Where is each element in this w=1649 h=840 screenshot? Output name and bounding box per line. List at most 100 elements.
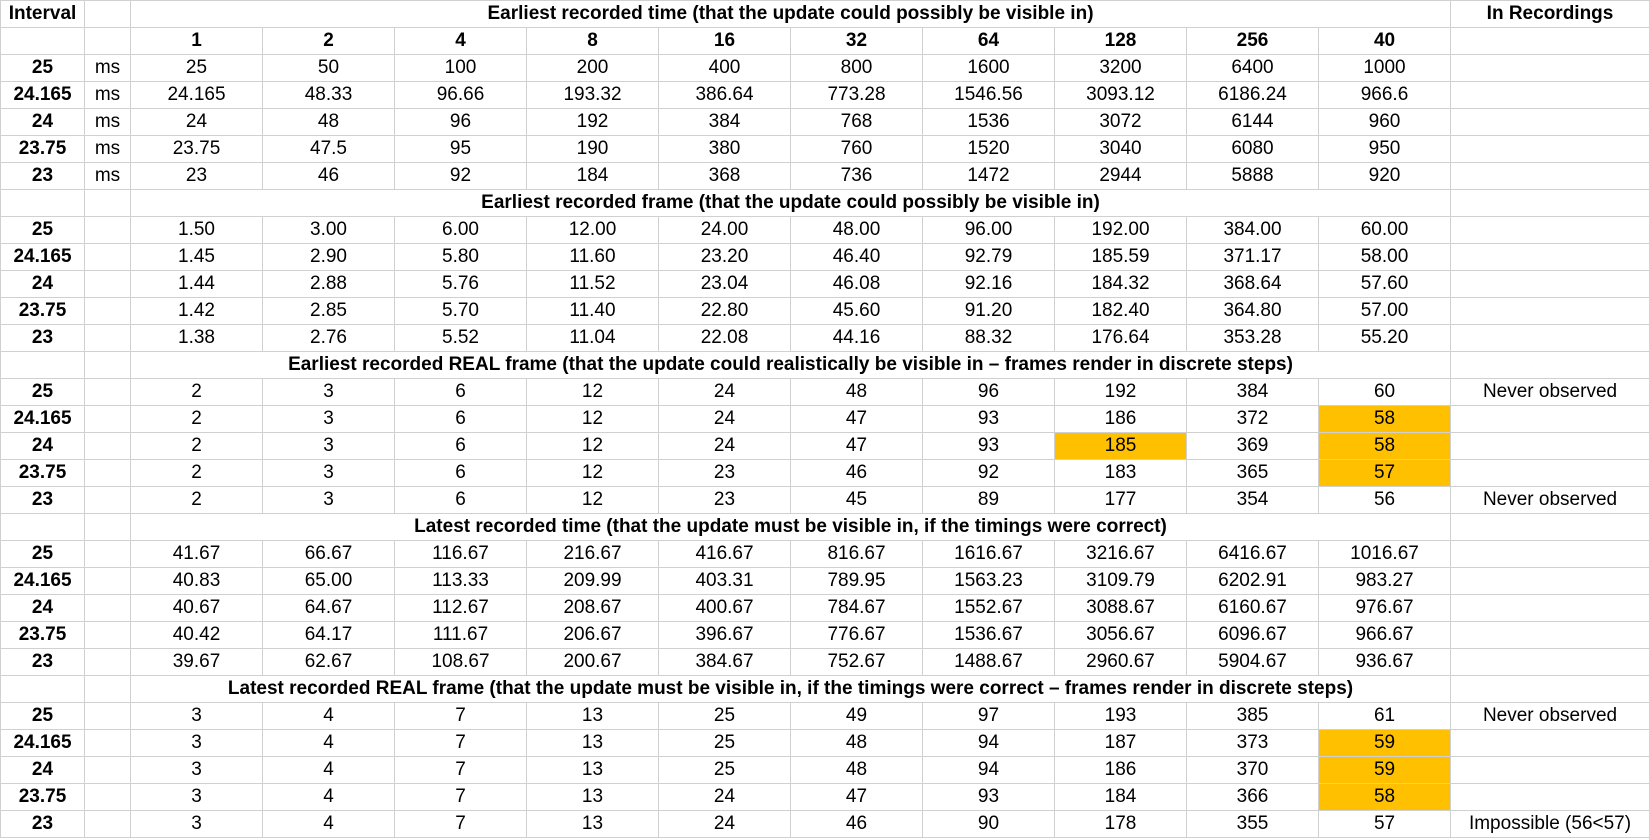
interval-cell[interactable]: 23 bbox=[0, 324, 85, 352]
value-cell[interactable]: 24 bbox=[658, 378, 791, 406]
note-cell[interactable] bbox=[1450, 216, 1649, 244]
value-cell[interactable]: 24 bbox=[658, 783, 791, 811]
value-cell[interactable]: 11.04 bbox=[526, 324, 659, 352]
value-cell[interactable]: 24 bbox=[658, 810, 791, 838]
note-cell[interactable] bbox=[1450, 81, 1649, 109]
value-cell[interactable]: 2 bbox=[130, 486, 263, 514]
note-cell[interactable] bbox=[1450, 729, 1649, 757]
unit-cell[interactable] bbox=[84, 729, 131, 757]
empty-cell[interactable] bbox=[0, 351, 85, 379]
value-cell[interactable]: 25 bbox=[658, 702, 791, 730]
value-cell[interactable]: 380 bbox=[658, 135, 791, 163]
unit-cell[interactable] bbox=[84, 621, 131, 649]
unit-cell[interactable] bbox=[84, 756, 131, 784]
value-cell[interactable]: 193 bbox=[1054, 702, 1187, 730]
value-cell[interactable]: 184 bbox=[526, 162, 659, 190]
value-cell[interactable]: 2 bbox=[130, 378, 263, 406]
value-cell[interactable]: 1.38 bbox=[130, 324, 263, 352]
value-cell[interactable]: 2.85 bbox=[262, 297, 395, 325]
value-cell[interactable]: 1546.56 bbox=[922, 81, 1055, 109]
unit-cell[interactable] bbox=[84, 378, 131, 406]
value-cell[interactable]: 1000 bbox=[1317, 54, 1452, 82]
interval-cell[interactable]: 23.75 bbox=[0, 459, 85, 487]
value-cell[interactable]: 1520 bbox=[922, 135, 1055, 163]
value-cell[interactable]: 186 bbox=[1054, 756, 1187, 784]
value-cell[interactable]: 416.67 bbox=[658, 540, 791, 568]
value-cell[interactable]: 386.64 bbox=[658, 81, 791, 109]
value-cell[interactable]: 55.20 bbox=[1317, 324, 1452, 352]
value-cell[interactable]: 3 bbox=[262, 486, 395, 514]
value-cell[interactable]: 4 bbox=[262, 729, 395, 757]
empty-cell[interactable] bbox=[84, 351, 131, 379]
column-header-cell[interactable]: 64 bbox=[922, 27, 1055, 55]
value-cell[interactable]: 1536 bbox=[922, 108, 1055, 136]
value-cell[interactable]: 193.32 bbox=[526, 81, 659, 109]
value-cell[interactable]: 13 bbox=[526, 810, 659, 838]
value-cell[interactable]: 400 bbox=[658, 54, 791, 82]
empty-cell[interactable] bbox=[84, 189, 131, 217]
value-cell[interactable]: 12 bbox=[526, 405, 659, 433]
value-cell[interactable]: 752.67 bbox=[790, 648, 923, 676]
highlighted-value-cell[interactable]: 58 bbox=[1317, 432, 1452, 460]
empty-cell[interactable] bbox=[1450, 513, 1649, 541]
value-cell[interactable]: 396.67 bbox=[658, 621, 791, 649]
note-cell[interactable] bbox=[1450, 459, 1649, 487]
unit-cell[interactable] bbox=[84, 324, 131, 352]
note-cell[interactable] bbox=[1450, 297, 1649, 325]
value-cell[interactable]: 13 bbox=[526, 702, 659, 730]
value-cell[interactable]: 2.76 bbox=[262, 324, 395, 352]
empty-cell[interactable] bbox=[0, 513, 85, 541]
value-cell[interactable]: 3 bbox=[262, 405, 395, 433]
unit-cell[interactable] bbox=[84, 783, 131, 811]
value-cell[interactable]: 13 bbox=[526, 729, 659, 757]
value-cell[interactable]: 186 bbox=[1054, 405, 1187, 433]
value-cell[interactable]: 3 bbox=[262, 378, 395, 406]
value-cell[interactable]: 184 bbox=[1054, 783, 1187, 811]
value-cell[interactable]: 3.00 bbox=[262, 216, 395, 244]
value-cell[interactable]: 48.33 bbox=[262, 81, 395, 109]
value-cell[interactable]: 46.40 bbox=[790, 243, 923, 271]
value-cell[interactable]: 6416.67 bbox=[1186, 540, 1319, 568]
value-cell[interactable]: 23.75 bbox=[130, 135, 263, 163]
column-header-cell[interactable]: 16 bbox=[658, 27, 791, 55]
value-cell[interactable]: 96 bbox=[394, 108, 527, 136]
unit-cell[interactable] bbox=[84, 594, 131, 622]
value-cell[interactable]: 5.70 bbox=[394, 297, 527, 325]
value-cell[interactable]: 192 bbox=[1054, 378, 1187, 406]
value-cell[interactable]: 3 bbox=[262, 459, 395, 487]
value-cell[interactable]: 23.04 bbox=[658, 270, 791, 298]
value-cell[interactable]: 372 bbox=[1186, 405, 1319, 433]
value-cell[interactable]: 2 bbox=[130, 405, 263, 433]
column-header-cell[interactable]: 128 bbox=[1054, 27, 1187, 55]
empty-cell[interactable] bbox=[1450, 189, 1649, 217]
value-cell[interactable]: 22.08 bbox=[658, 324, 791, 352]
empty-cell[interactable] bbox=[1450, 351, 1649, 379]
unit-cell[interactable]: ms bbox=[84, 54, 131, 82]
value-cell[interactable]: 403.31 bbox=[658, 567, 791, 595]
note-cell[interactable] bbox=[1450, 756, 1649, 784]
interval-cell[interactable]: 25 bbox=[0, 540, 85, 568]
in-recordings-header-cell[interactable]: In Recordings bbox=[1450, 0, 1649, 28]
interval-cell[interactable]: 24 bbox=[0, 432, 85, 460]
value-cell[interactable]: 216.67 bbox=[526, 540, 659, 568]
value-cell[interactable]: 13 bbox=[526, 756, 659, 784]
unit-cell[interactable] bbox=[84, 405, 131, 433]
value-cell[interactable]: 1552.67 bbox=[922, 594, 1055, 622]
note-cell[interactable] bbox=[1450, 648, 1649, 676]
value-cell[interactable]: 48 bbox=[790, 729, 923, 757]
note-cell[interactable]: Never observed bbox=[1450, 486, 1649, 514]
value-cell[interactable]: 60 bbox=[1317, 378, 1452, 406]
value-cell[interactable]: 6144 bbox=[1186, 108, 1319, 136]
value-cell[interactable]: 60.00 bbox=[1317, 216, 1452, 244]
value-cell[interactable]: 40.67 bbox=[130, 594, 263, 622]
value-cell[interactable]: 50 bbox=[262, 54, 395, 82]
value-cell[interactable]: 1016.67 bbox=[1317, 540, 1452, 568]
note-cell[interactable] bbox=[1450, 405, 1649, 433]
value-cell[interactable]: 2 bbox=[130, 459, 263, 487]
interval-cell[interactable]: 25 bbox=[0, 702, 85, 730]
column-header-cell[interactable]: 8 bbox=[526, 27, 659, 55]
value-cell[interactable]: 789.95 bbox=[790, 567, 923, 595]
empty-cell[interactable] bbox=[0, 675, 85, 703]
value-cell[interactable]: 47.5 bbox=[262, 135, 395, 163]
value-cell[interactable]: 39.67 bbox=[130, 648, 263, 676]
